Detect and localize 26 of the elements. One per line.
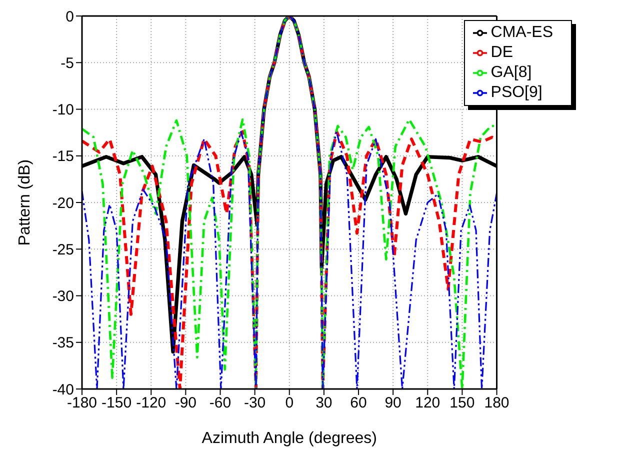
- x-tick-label: -120: [136, 394, 166, 412]
- x-tick-label: -150: [102, 394, 132, 412]
- y-tick-label: 0: [66, 8, 74, 26]
- y-tick-label: -5: [60, 54, 74, 72]
- x-tick-label: -60: [209, 394, 232, 412]
- x-tick-label: 60: [350, 394, 367, 412]
- y-tick-label: -30: [52, 288, 74, 306]
- x-tick-label: 150: [450, 394, 475, 412]
- legend-label: CMA-ES: [490, 24, 553, 41]
- y-tick-label: -20: [52, 194, 74, 212]
- x-tick-label: 120: [415, 394, 440, 412]
- y-axis-title: Pattern (dB): [16, 159, 34, 246]
- x-tick-label: -30: [244, 394, 266, 412]
- legend-label: DE: [490, 44, 513, 61]
- x-tick-label: 180: [484, 394, 510, 412]
- x-tick-label: 90: [384, 394, 402, 412]
- y-tick-label: -25: [52, 241, 74, 258]
- y-tick-label: -35: [52, 334, 74, 352]
- x-tick-label: -90: [174, 394, 197, 412]
- x-axis-title: Azimuth Angle (degrees): [202, 430, 377, 447]
- x-tick-label: 30: [316, 394, 332, 412]
- x-tick-label: 0: [285, 394, 294, 412]
- legend-label: PSO[9]: [490, 84, 542, 101]
- legend-label: GA[8]: [490, 64, 532, 81]
- y-tick-label: -15: [52, 148, 74, 166]
- y-tick-label: -10: [52, 102, 74, 119]
